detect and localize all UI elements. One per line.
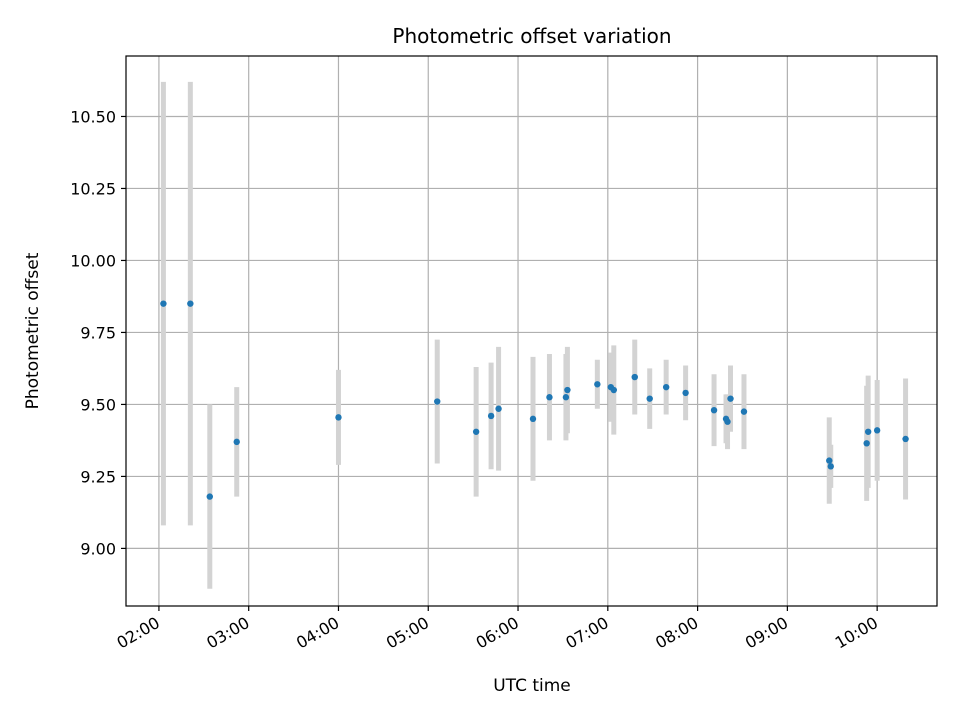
data-point xyxy=(873,427,881,434)
y-axis-ticks: 9.00 9.25 9.50 9.75 10.00 10.25 10.50 xyxy=(70,107,126,558)
data-points xyxy=(160,300,909,500)
data-point xyxy=(827,463,834,470)
data-point xyxy=(187,300,194,307)
data-point xyxy=(594,381,601,388)
y-tick-label: 10.25 xyxy=(70,179,116,198)
data-point xyxy=(724,418,731,425)
data-point xyxy=(631,373,638,381)
data-point xyxy=(160,300,167,307)
data-point xyxy=(902,435,909,443)
data-point xyxy=(610,386,617,394)
y-tick-label: 10.50 xyxy=(70,107,116,126)
data-point xyxy=(682,389,689,397)
data-point xyxy=(727,395,734,402)
data-point xyxy=(662,383,670,391)
y-tick-label: 9.00 xyxy=(80,539,116,558)
data-point xyxy=(826,457,833,464)
y-tick-label: 9.75 xyxy=(80,323,116,342)
y-tick-label: 10.00 xyxy=(70,251,116,270)
data-point xyxy=(740,408,748,415)
y-tick-label: 9.25 xyxy=(80,467,116,486)
data-point xyxy=(206,493,213,500)
y-axis-label: Photometric offset xyxy=(23,252,43,409)
data-point xyxy=(864,428,872,435)
x-axis-label: UTC time xyxy=(493,676,571,696)
data-point xyxy=(529,415,537,423)
grid-lines xyxy=(126,56,937,606)
data-point xyxy=(233,438,240,446)
data-point xyxy=(472,428,480,435)
plot-frame xyxy=(125,55,938,607)
data-point xyxy=(335,414,342,421)
data-point xyxy=(495,405,502,412)
y-tick-label: 9.50 xyxy=(80,395,116,414)
chart-title: Photometric offset variation xyxy=(392,24,671,48)
data-point xyxy=(487,412,495,420)
data-point xyxy=(564,386,571,394)
data-point xyxy=(546,394,553,401)
data-point xyxy=(434,398,441,405)
data-point xyxy=(710,406,718,414)
data-point xyxy=(646,395,653,402)
data-point xyxy=(562,394,570,401)
data-point xyxy=(863,440,870,447)
